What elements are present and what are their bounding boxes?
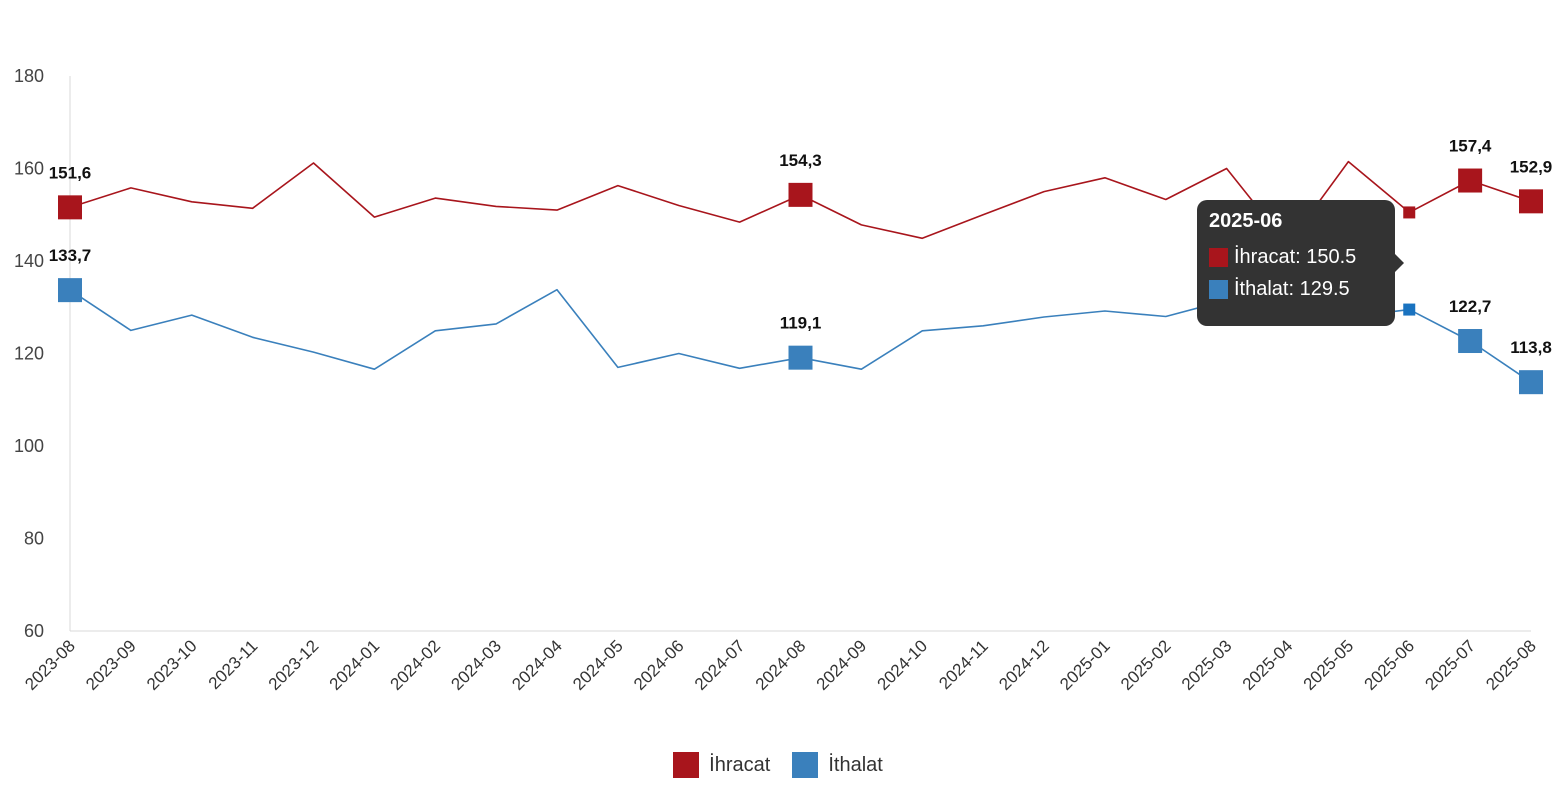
legend-label-ihracat: İhracat xyxy=(709,753,771,776)
legend-label-ithalat: İthalat xyxy=(828,753,883,776)
legend-item-ihracat[interactable]: İhracat xyxy=(673,752,770,778)
chart-legend: İhracat İthalat xyxy=(0,752,1556,778)
data-point-marker[interactable] xyxy=(788,345,813,370)
x-tick-label: 2024-06 xyxy=(630,636,688,694)
x-tick-label: 2024-07 xyxy=(691,636,749,694)
tooltip-row-ithalat: İthalat: 129.5 xyxy=(1209,273,1383,305)
x-tick-label: 2024-12 xyxy=(995,636,1053,694)
data-label: 122,7 xyxy=(1449,297,1492,316)
data-point-marker[interactable] xyxy=(788,182,813,207)
data-label: 157,4 xyxy=(1449,137,1492,156)
x-tick-label: 2024-05 xyxy=(569,636,627,694)
x-tick-label: 2024-09 xyxy=(813,636,871,694)
data-point-marker[interactable] xyxy=(1519,370,1543,395)
data-label: 151,6 xyxy=(49,163,92,182)
tooltip-title: 2025-06 xyxy=(1209,210,1283,232)
x-tick-label: 2025-04 xyxy=(1239,636,1297,694)
data-label: 113,8 xyxy=(1510,338,1552,357)
y-axis: 60 80 100 120 140 160 180 xyxy=(14,66,71,641)
x-tick-label: 2025-07 xyxy=(1421,636,1479,694)
series-markers[interactable] xyxy=(58,168,1543,395)
data-point-marker[interactable] xyxy=(1458,329,1483,354)
y-tick-label: 80 xyxy=(24,529,44,549)
x-tick-label: 2025-02 xyxy=(1117,636,1175,694)
hover-point-marker[interactable] xyxy=(1403,303,1416,316)
x-tick-label: 2025-08 xyxy=(1482,636,1540,694)
y-tick-label: 160 xyxy=(14,159,44,179)
x-tick-label: 2024-03 xyxy=(447,636,505,694)
x-tick-label: 2023-08 xyxy=(21,636,79,694)
x-tick-label: 2025-03 xyxy=(1178,636,1236,694)
tooltip-text-ithalat: İthalat: 129.5 xyxy=(1234,277,1350,300)
x-tick-label: 2024-08 xyxy=(752,636,810,694)
y-tick-label: 120 xyxy=(14,344,44,364)
x-tick-label: 2025-01 xyxy=(1056,636,1114,694)
x-tick-label: 2023-09 xyxy=(82,636,140,694)
data-point-marker[interactable] xyxy=(1519,189,1543,214)
x-tick-label: 2025-06 xyxy=(1361,636,1419,694)
y-tick-label: 140 xyxy=(14,251,44,271)
y-tick-label: 60 xyxy=(24,621,44,641)
legend-swatch-ithalat xyxy=(792,752,819,778)
hover-tooltip: 2025-06 İhracat: 150.5 İthalat: 129.5 xyxy=(1197,200,1404,326)
x-tick-label: 2023-10 xyxy=(143,636,201,694)
x-tick-label: 2024-10 xyxy=(874,636,932,694)
data-point-marker[interactable] xyxy=(58,195,82,220)
x-axis: 2023-08 2023-09 2023-10 2023-11 2023-12 2024-… xyxy=(21,630,1540,694)
data-label: 152,9 xyxy=(1510,157,1553,176)
tooltip-row-ihracat: İhracat: 150.5 xyxy=(1209,241,1383,273)
data-labels: 151,6 154,3 157,4 152,9 133,7 119,1 122,7 113,8 xyxy=(49,137,1553,358)
data-label: 154,3 xyxy=(779,151,822,170)
data-point-marker[interactable] xyxy=(58,278,82,303)
y-tick-label: 100 xyxy=(14,436,44,456)
data-label: 133,7 xyxy=(49,246,92,265)
x-tick-label: 2023-12 xyxy=(265,636,323,694)
x-tick-label: 2025-05 xyxy=(1300,636,1358,694)
tooltip-text-ihracat: İhracat: 150.5 xyxy=(1234,245,1357,268)
x-tick-label: 2024-11 xyxy=(935,636,992,693)
tooltip-swatch-ihracat xyxy=(1209,247,1228,267)
data-label: 119,1 xyxy=(780,314,822,333)
x-tick-label: 2024-01 xyxy=(326,636,384,694)
x-tick-label: 2024-04 xyxy=(508,636,566,694)
y-tick-label: 180 xyxy=(14,66,44,86)
hover-point-marker[interactable] xyxy=(1403,206,1416,219)
legend-swatch-ihracat xyxy=(673,752,700,778)
legend-item-ithalat[interactable]: İthalat xyxy=(792,752,883,778)
x-tick-label: 2023-11 xyxy=(205,636,262,693)
x-tick-label: 2024-02 xyxy=(387,636,445,694)
data-point-marker[interactable] xyxy=(1458,168,1483,193)
tooltip-swatch-ithalat xyxy=(1209,279,1228,299)
